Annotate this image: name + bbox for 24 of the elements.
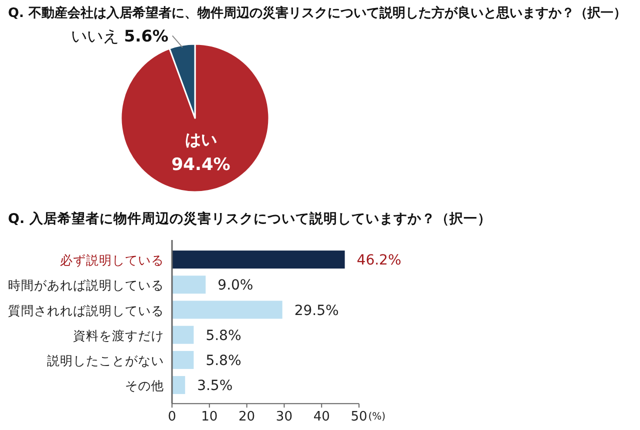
value-label: 5.8% xyxy=(206,352,242,369)
category-label: 質問されれば説明している xyxy=(8,302,164,318)
category-label: 説明したことがない xyxy=(47,352,164,368)
tick-label: 20 xyxy=(238,410,256,425)
tick-label: 50 xyxy=(350,410,368,425)
tick-label: 10 xyxy=(201,410,218,425)
category-label: 必ず説明している xyxy=(60,252,164,268)
value-label: 29.5% xyxy=(294,302,339,319)
tick-label: 40 xyxy=(313,410,330,425)
category-label: 時間があれば説明している xyxy=(8,278,164,293)
value-label: 46.2% xyxy=(356,252,402,269)
title: Q. 不動産会社は入居希望者に、物件周辺の災害リスクについて説明した方が良いと思いますか？（択一） xyxy=(8,6,627,21)
category-label: その他 xyxy=(125,378,164,394)
tick-label: 0 xyxy=(168,410,176,425)
slice-label: いいえ 5.6% xyxy=(70,26,168,46)
slice-label: はい xyxy=(184,130,217,149)
value-label: 5.8% xyxy=(206,328,242,344)
value-label: 9.0% xyxy=(218,278,254,294)
tick-label: 30 xyxy=(276,410,292,425)
x-axis-title: (%) xyxy=(368,412,386,423)
slice-value: 94.4% xyxy=(171,154,230,175)
title: Q. 入居希望者に物件周辺の災害リスクについて説明していますか？（択一） xyxy=(8,211,492,227)
category-label: 資料を渡すだけ xyxy=(73,328,164,343)
value-label: 3.5% xyxy=(197,378,233,394)
